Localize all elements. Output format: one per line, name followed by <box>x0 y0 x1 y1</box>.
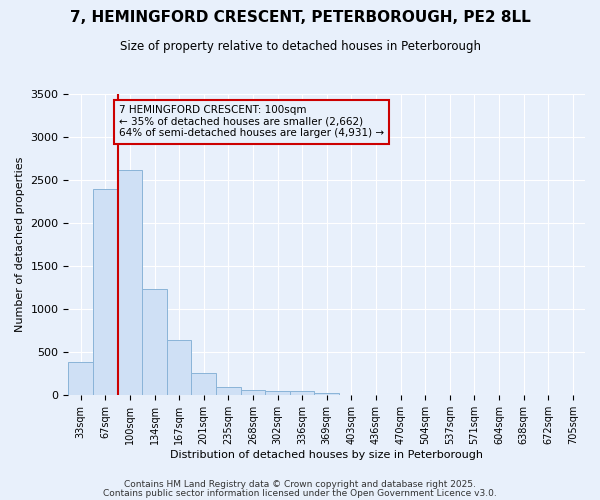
Bar <box>216 387 241 396</box>
Bar <box>118 170 142 396</box>
Bar <box>142 290 167 396</box>
Bar <box>93 188 118 396</box>
Bar <box>167 340 191 396</box>
Y-axis label: Number of detached properties: Number of detached properties <box>15 157 25 332</box>
Text: 7 HEMINGFORD CRESCENT: 100sqm
← 35% of detached houses are smaller (2,662)
64% o: 7 HEMINGFORD CRESCENT: 100sqm ← 35% of d… <box>119 105 384 138</box>
Bar <box>290 392 314 396</box>
X-axis label: Distribution of detached houses by size in Peterborough: Distribution of detached houses by size … <box>170 450 483 460</box>
Text: 7, HEMINGFORD CRESCENT, PETERBOROUGH, PE2 8LL: 7, HEMINGFORD CRESCENT, PETERBOROUGH, PE… <box>70 10 530 25</box>
Bar <box>339 394 364 396</box>
Text: Contains public sector information licensed under the Open Government Licence v3: Contains public sector information licen… <box>103 488 497 498</box>
Bar <box>191 373 216 396</box>
Text: Contains HM Land Registry data © Crown copyright and database right 2025.: Contains HM Land Registry data © Crown c… <box>124 480 476 489</box>
Bar <box>265 390 290 396</box>
Bar <box>241 390 265 396</box>
Bar <box>314 393 339 396</box>
Bar <box>68 362 93 396</box>
Text: Size of property relative to detached houses in Peterborough: Size of property relative to detached ho… <box>119 40 481 53</box>
